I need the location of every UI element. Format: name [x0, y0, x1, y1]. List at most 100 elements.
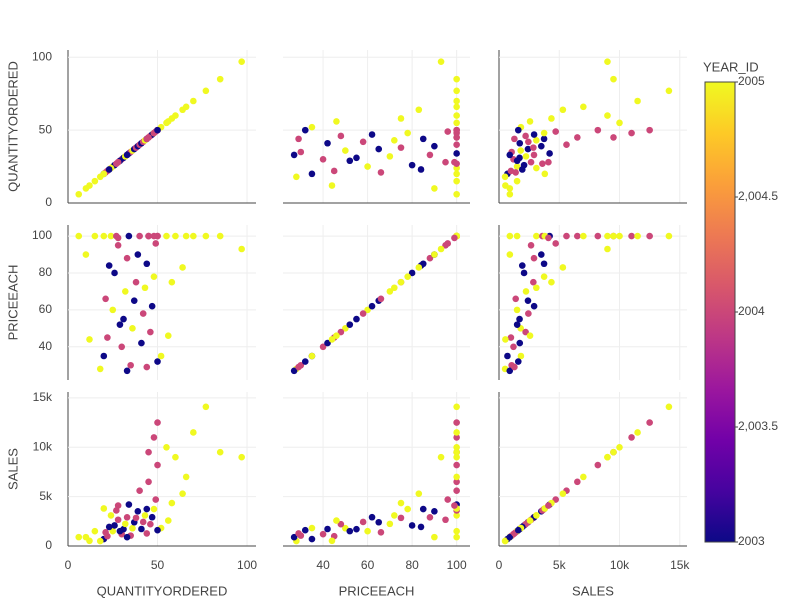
point [324, 139, 331, 147]
point [507, 334, 515, 341]
point [559, 106, 567, 114]
point [346, 527, 354, 535]
point [408, 522, 416, 529]
point [116, 321, 124, 328]
point [182, 232, 190, 240]
point [100, 505, 108, 512]
point [216, 448, 224, 456]
point [522, 153, 530, 160]
point [545, 158, 552, 166]
point [513, 321, 521, 328]
point [121, 520, 129, 528]
point [530, 278, 537, 286]
point [538, 142, 545, 150]
point [431, 508, 438, 515]
x-tick-label: 15k [670, 558, 690, 572]
point [375, 518, 383, 526]
point [604, 453, 611, 461]
point [111, 522, 118, 529]
point [504, 352, 511, 360]
y-axis-title: PRICEEACH [5, 265, 20, 341]
point [540, 135, 548, 143]
point [397, 278, 405, 286]
point [453, 453, 460, 461]
point [136, 232, 143, 240]
point [453, 119, 460, 127]
point [530, 254, 538, 262]
point [453, 434, 460, 441]
point [518, 166, 526, 173]
point [522, 328, 529, 336]
point [377, 169, 385, 176]
point [574, 478, 581, 486]
point [541, 170, 549, 178]
point [665, 87, 673, 95]
panel [498, 50, 687, 204]
point [431, 142, 438, 150]
point [121, 288, 129, 295]
point [616, 443, 623, 451]
point [134, 251, 142, 258]
point [415, 106, 423, 114]
point [610, 232, 617, 240]
point [453, 443, 460, 451]
panel [67, 392, 256, 547]
point [368, 513, 376, 521]
point [319, 530, 327, 538]
point [520, 269, 528, 277]
point [386, 520, 394, 528]
point [123, 533, 131, 541]
y-tick-label: 100 [32, 49, 52, 63]
point [453, 448, 460, 456]
point [525, 138, 532, 146]
point [526, 332, 534, 340]
x-tick-label: 100 [237, 558, 257, 572]
point [415, 490, 423, 497]
point [359, 138, 367, 146]
point [301, 126, 309, 134]
point [415, 264, 423, 271]
point [139, 310, 147, 317]
point [130, 297, 138, 304]
point [328, 336, 336, 343]
point [453, 170, 460, 178]
point [337, 328, 345, 336]
point [190, 429, 197, 436]
point [368, 131, 376, 138]
x-tick-label: 5k [553, 558, 567, 572]
point [125, 232, 133, 240]
point [120, 315, 127, 323]
point [147, 520, 154, 528]
point [442, 158, 449, 166]
point [397, 115, 405, 122]
point [145, 478, 152, 486]
point [516, 315, 523, 323]
point [404, 505, 411, 513]
point [527, 241, 535, 249]
point [238, 58, 245, 65]
colorbar-tick-label: 2,003.5 [738, 419, 778, 433]
point [116, 527, 124, 535]
point [451, 234, 458, 242]
point [152, 240, 160, 247]
point [179, 490, 186, 497]
point [337, 520, 345, 528]
point [431, 251, 438, 258]
point [172, 232, 179, 240]
point [157, 352, 165, 360]
point [190, 97, 197, 105]
point [510, 343, 517, 351]
point [86, 537, 93, 545]
point [453, 190, 460, 198]
point [391, 512, 398, 519]
point [453, 419, 460, 426]
point [419, 135, 427, 143]
point [138, 525, 145, 533]
point [179, 106, 186, 114]
point [96, 537, 104, 545]
point [148, 513, 156, 521]
point [404, 273, 411, 280]
panel [498, 225, 687, 380]
point [308, 535, 316, 543]
point [154, 126, 161, 134]
